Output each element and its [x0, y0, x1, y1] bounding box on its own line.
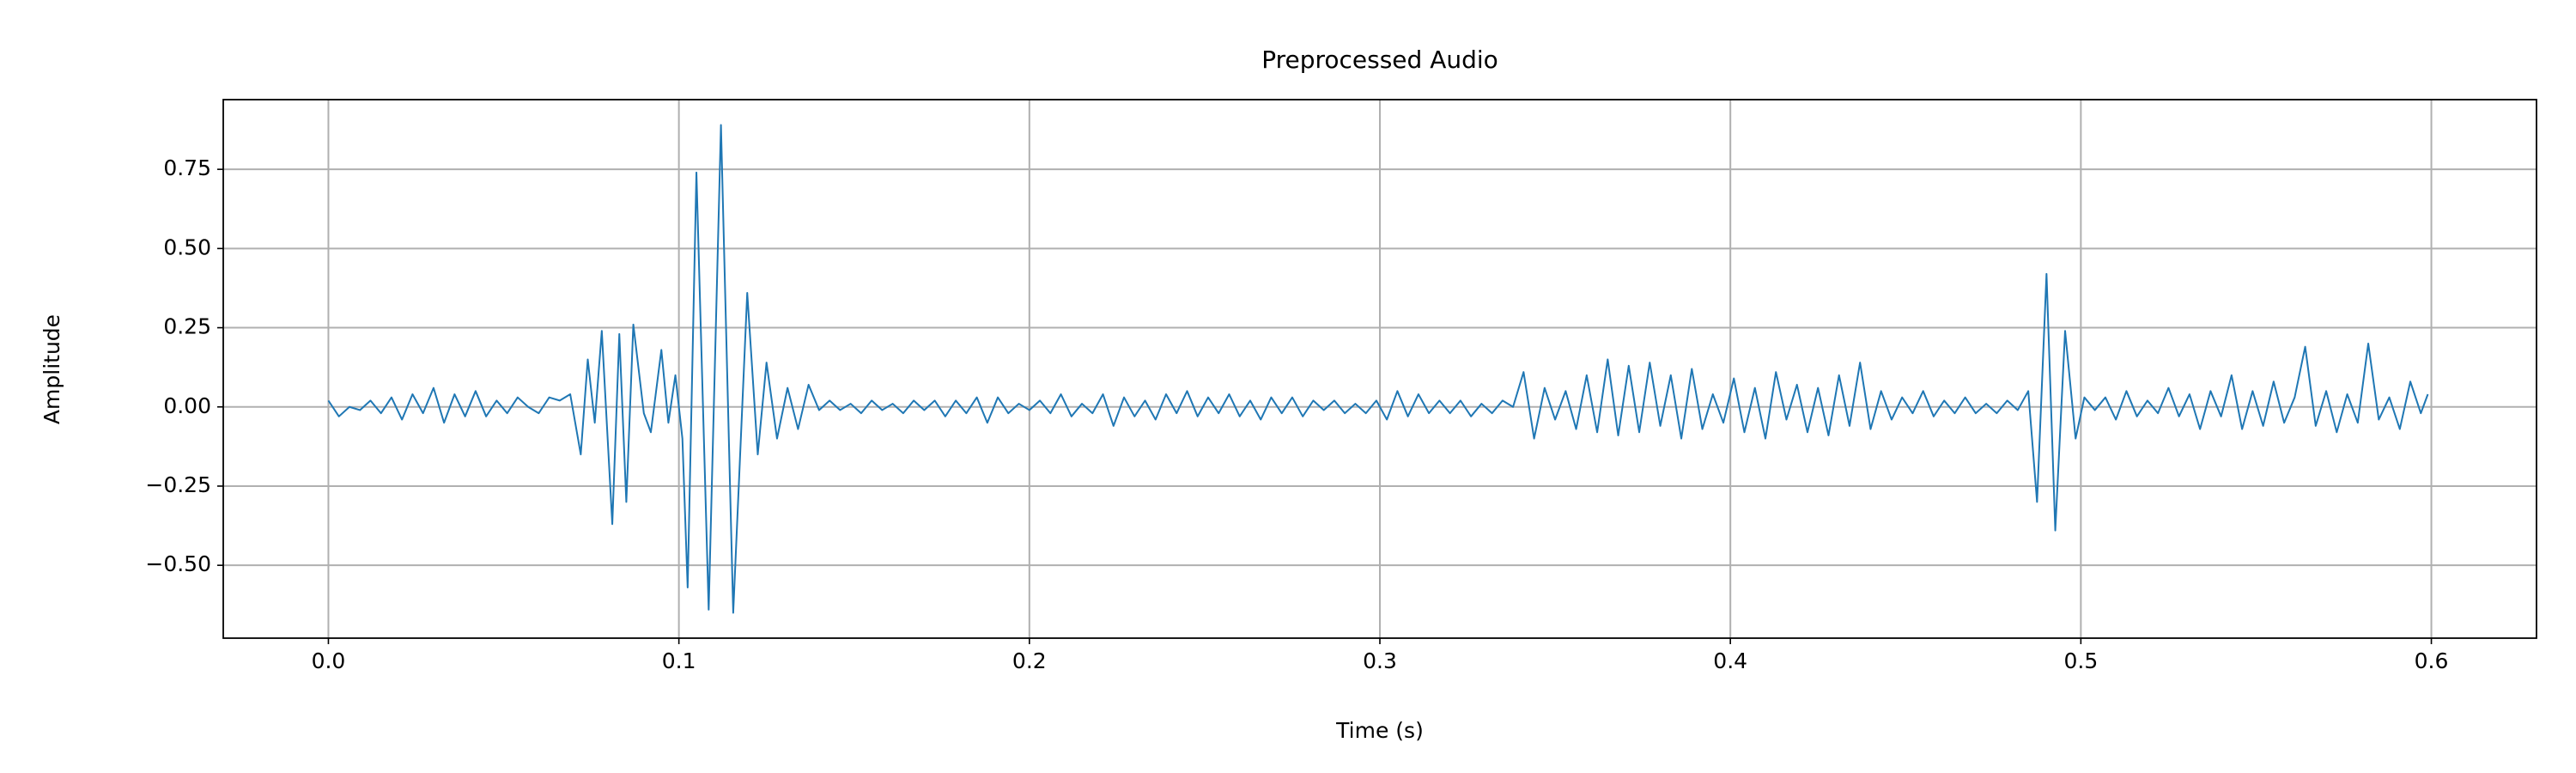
x-tick-label: 0.1 [662, 648, 696, 673]
y-tick-label: 0.50 [163, 234, 211, 259]
x-axis-label: Time (s) [1335, 718, 1424, 743]
y-tick-label: 0.25 [163, 314, 211, 339]
y-tick-label: 0.75 [163, 155, 211, 180]
x-tick-label: 0.4 [1713, 648, 1747, 673]
x-tick-label: 0.6 [2415, 648, 2449, 673]
x-tick-label: 0.0 [312, 648, 346, 673]
y-tick-label: −0.25 [145, 472, 211, 497]
y-axis-label: Amplitude [39, 314, 64, 424]
y-tick-label: 0.00 [163, 393, 211, 418]
x-tick-label: 0.5 [2063, 648, 2098, 673]
plot-frame [222, 99, 2537, 639]
x-tick-label: 0.3 [1363, 648, 1397, 673]
y-tick-label: −0.50 [145, 551, 211, 576]
x-tick-label: 0.2 [1012, 648, 1047, 673]
waveform-line [327, 124, 2429, 614]
chart-title: Preprocessed Audio [1261, 46, 1498, 74]
